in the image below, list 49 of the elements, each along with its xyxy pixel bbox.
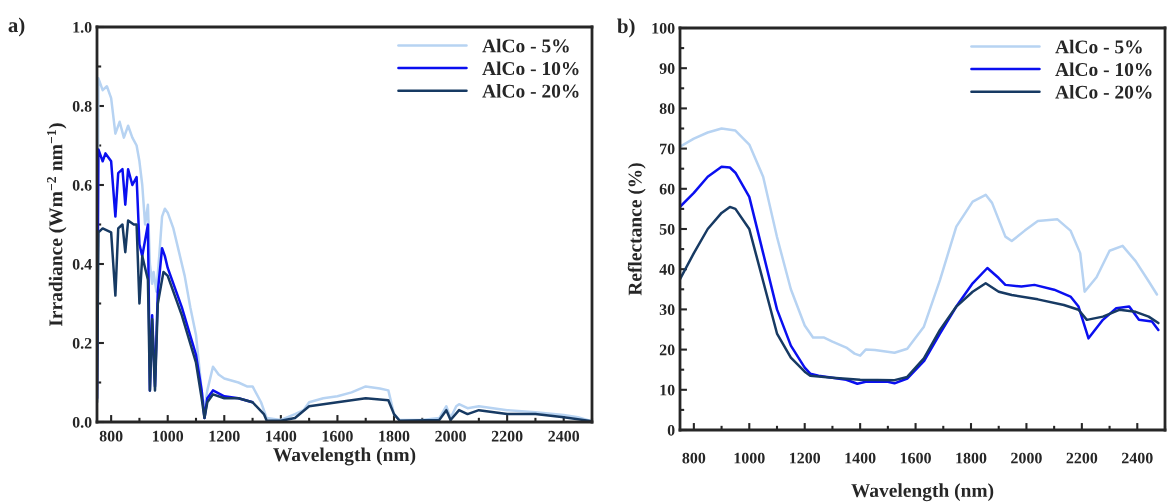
x-tick-label: 1400 <box>266 430 297 442</box>
x-tick-label: 2400 <box>1121 452 1153 464</box>
y-axis-title: Irradiance (Wm$^{−2}$ nm$^{−1}$) <box>46 123 67 327</box>
legend-label: AlCo - 20% <box>482 84 579 98</box>
y-tick-label: 90 <box>659 63 675 74</box>
y-tick-label: 0.2 <box>72 337 92 349</box>
x-tick-label: 1800 <box>956 452 987 464</box>
x-tick-label: 1400 <box>845 452 876 464</box>
x-tick-label: 2000 <box>1011 452 1042 464</box>
y-tick-label: 30 <box>659 304 675 316</box>
x-tick-label: 2000 <box>435 430 466 442</box>
x-tick-label: 1000 <box>153 430 184 442</box>
y-tick-label: 20 <box>659 344 675 356</box>
x-tick-label: 1600 <box>900 452 931 464</box>
legend-label: AlCo - 10% <box>1055 62 1152 77</box>
line-series <box>680 127 1159 357</box>
y-tick-label: 1.0 <box>73 21 92 33</box>
y-tick-label: 0 <box>667 424 675 436</box>
x-tick-label: 1200 <box>790 452 821 464</box>
x-tick-label: 800 <box>99 430 123 442</box>
line-series <box>680 205 1160 382</box>
y-tick-label: 10 <box>660 384 675 396</box>
legend-label: AlCo - 20% <box>1055 85 1152 99</box>
y-tick-label: 50 <box>659 223 675 235</box>
y-tick-label: 60 <box>659 183 675 195</box>
y-tick-label: 0.6 <box>72 179 92 191</box>
y-tick-label: 80 <box>659 103 675 115</box>
x-tick-label: 1800 <box>379 430 410 442</box>
y-tick-label: 40 <box>659 264 675 275</box>
x-tick-label: 1200 <box>209 430 240 442</box>
legend-label: AlCo - 5% <box>482 38 569 53</box>
x-tick-label: 800 <box>682 452 706 464</box>
y-tick-label: 0.0 <box>72 416 92 428</box>
x-axis-title: Wavelength (nm) <box>851 483 994 502</box>
x-tick-label: 1600 <box>322 430 353 442</box>
legend-label: AlCo - 5% <box>1055 39 1142 54</box>
x-tick-label: 2400 <box>548 430 580 442</box>
x-tick-label: 2200 <box>1066 452 1098 464</box>
x-axis-title: Wavelength (nm) <box>273 447 416 466</box>
text: a) <box>8 17 25 37</box>
y-axis-title: Reflectance (%) <box>627 163 646 296</box>
text: b) <box>617 18 635 38</box>
y-tick-label: 100 <box>652 22 675 34</box>
x-tick-label: 1000 <box>734 452 765 464</box>
y-tick-label: 0.8 <box>72 100 92 112</box>
y-tick-label: 0.4 <box>72 258 92 270</box>
legend-label: AlCo - 10% <box>482 61 579 76</box>
x-tick-label: 2200 <box>491 430 523 442</box>
y-tick-label: 70 <box>660 143 675 155</box>
